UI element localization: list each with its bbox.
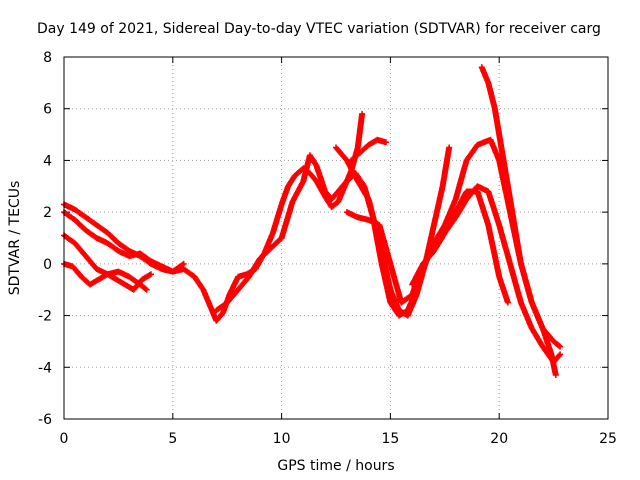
data-points: [61, 64, 564, 378]
chart-title: Day 149 of 2021, Sidereal Day-to-day VTE…: [37, 21, 601, 37]
x-axis-label: GPS time / hours: [277, 458, 394, 474]
grid-lines: [64, 57, 608, 419]
x-tick-label: 20: [490, 431, 508, 447]
series-markers: [333, 144, 453, 319]
series-track-10: [478, 64, 559, 378]
series-track-1: [61, 110, 366, 324]
y-tick-label: 2: [43, 205, 52, 221]
y-tick-labels: -6 -4 -2 0 2 4 6 8: [38, 50, 52, 428]
x-tick-label: 15: [381, 431, 399, 447]
y-tick-label: -4: [38, 360, 52, 376]
series-markers: [61, 110, 366, 324]
y-tick-label: -2: [38, 309, 52, 325]
series-markers: [348, 136, 389, 164]
y-tick-label: 4: [43, 153, 52, 169]
series-track-9: [409, 183, 564, 366]
y-tick-label: 8: [43, 50, 52, 66]
y-tick-label: 0: [43, 257, 52, 273]
series-markers: [478, 64, 559, 378]
series-track-7: [348, 136, 389, 164]
y-tick-label: 6: [43, 102, 52, 118]
x-tick-labels: 0 5 10 15 20 25: [60, 431, 617, 447]
axis-ticks: [63, 56, 609, 420]
series-track-4: [61, 209, 187, 275]
x-tick-label: 25: [599, 431, 617, 447]
series-markers: [409, 183, 564, 366]
series-track-6: [333, 144, 453, 319]
y-tick-label: -6: [38, 412, 52, 428]
x-tick-label: 10: [273, 431, 291, 447]
plot-frame: [63, 56, 609, 420]
x-tick-label: 5: [168, 431, 177, 447]
x-tick-label: 0: [60, 431, 69, 447]
y-axis-label: SDTVAR / TECUs: [7, 181, 23, 296]
series-markers: [61, 209, 187, 275]
